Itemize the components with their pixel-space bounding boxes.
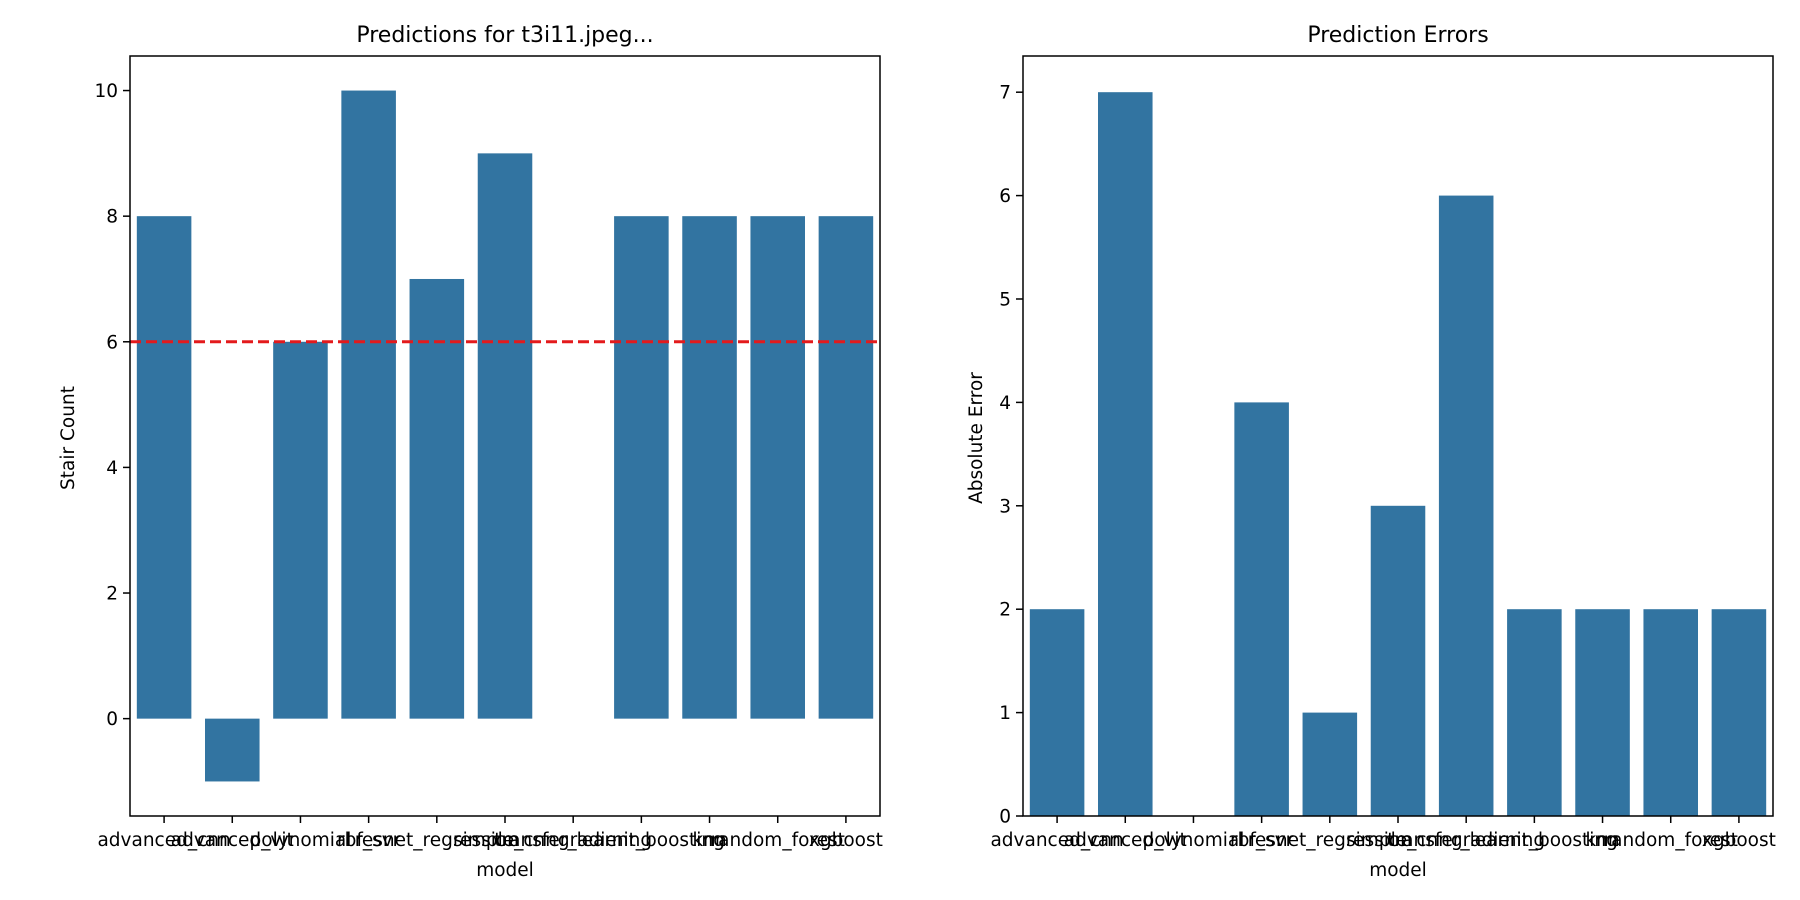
- predictions-plot-frame: [129, 55, 881, 817]
- errors-x-tick-label: xgboost: [1702, 830, 1776, 851]
- predictions-bar-gradient_boosting: [614, 216, 669, 719]
- errors-chart-title: Prediction Errors: [1307, 23, 1488, 48]
- predictions-y-tick-label: 8: [106, 207, 118, 228]
- errors-y-tick-label: 0: [999, 807, 1011, 828]
- errors-y-tick-label: 4: [999, 393, 1011, 414]
- errors-bar-advanced_vit: [1098, 92, 1153, 816]
- errors-x-tick-label: simple_cnn: [1346, 830, 1450, 851]
- predictions-x-tick-label: transfer_learning: [494, 830, 652, 851]
- predictions-y-tick-label: 4: [106, 458, 118, 479]
- predictions-bar-simple_cnn: [477, 153, 533, 719]
- errors-bar-random_forest: [1643, 609, 1698, 816]
- predictions-x-tick-label: gradient_boosting: [558, 830, 725, 851]
- predictions-y-tick-label: 0: [106, 709, 118, 730]
- errors-x-tick-label: rbf_svr: [1230, 830, 1294, 851]
- errors-y-tick-label: 3: [999, 496, 1011, 517]
- predictions-bar-random_forest: [750, 216, 805, 719]
- predictions-bar-xgboost: [818, 216, 874, 719]
- errors-x-tick-label: random_forest: [1604, 830, 1738, 851]
- errors-plot-frame: [1022, 55, 1774, 817]
- predictions-y-tick-label: 6: [106, 332, 118, 353]
- errors-y-axis-label: Absolute Error: [966, 372, 987, 504]
- errors-bar-rbf_svr: [1234, 402, 1289, 816]
- errors-bar-gradient_boosting: [1507, 609, 1562, 816]
- errors-x-tick-label: resnet_regression: [1248, 830, 1412, 851]
- errors-x-tick-label: advanced_cnn: [990, 830, 1123, 851]
- predictions-x-tick-label: knn: [692, 830, 726, 851]
- errors-x-tick-label: advanced_vit: [1064, 830, 1187, 851]
- predictions-bar-advanced_vit: [205, 718, 260, 782]
- predictions-y-tick-label: 2: [106, 584, 118, 605]
- errors-x-tick-label: transfer_learning: [1387, 830, 1545, 851]
- predictions-bar-knn: [682, 216, 737, 719]
- errors-bar-xgboost: [1711, 609, 1767, 816]
- predictions-x-axis-label: model: [476, 860, 534, 881]
- predictions-bar-polynomial: [273, 341, 328, 719]
- predictions-chart-title: Predictions for t3i11.jpeg...: [356, 23, 653, 48]
- errors-marks: 0 1 2 3 4 5 6 7 advanced_cnnadvanced_vitpolynomi…: [990, 83, 1775, 851]
- predictions-bar-rbf_svr: [341, 90, 396, 719]
- predictions-marks: 0 2 4 6 8 10 advanced_cnnadvanced_vitpolynomia…: [94, 81, 882, 851]
- errors-x-axis-label: model: [1369, 860, 1427, 881]
- predictions-x-tick-label: resnet_regression: [355, 830, 519, 851]
- predictions-x-tick-label: rbf_svr: [337, 830, 401, 851]
- errors-bar-advanced_cnn: [1029, 609, 1085, 816]
- predictions-bar-resnet_regression: [409, 278, 465, 719]
- errors-bar-knn: [1575, 609, 1630, 816]
- errors-x-tick-label: gradient_boosting: [1451, 830, 1618, 851]
- predictions-chart: Predictions for t3i11.jpeg... model Stai…: [58, 23, 883, 881]
- errors-x-tick-label: knn: [1585, 830, 1619, 851]
- predictions-x-tick-label: advanced_vit: [171, 830, 294, 851]
- errors-y-tick-label: 6: [999, 186, 1011, 207]
- predictions-x-tick-label: xgboost: [809, 830, 883, 851]
- errors-bar-resnet_regression: [1302, 712, 1358, 816]
- errors-bar-simple_cnn: [1370, 505, 1426, 816]
- errors-chart: Prediction Errors model Absolute Error 0…: [966, 23, 1776, 881]
- predictions-x-tick-label: random_forest: [711, 830, 845, 851]
- errors-y-tick-label: 1: [999, 703, 1011, 724]
- errors-bar-transfer_learning: [1438, 195, 1494, 817]
- predictions-y-axis-label: Stair Count: [58, 386, 79, 490]
- errors-y-tick-label: 5: [999, 289, 1011, 310]
- errors-y-tick-label: 2: [999, 600, 1011, 621]
- predictions-bar-advanced_cnn: [136, 216, 192, 719]
- errors-y-tick-label: 7: [999, 83, 1011, 104]
- predictions-x-tick-label: polynomial: [250, 830, 352, 851]
- predictions-x-tick-label: simple_cnn: [453, 830, 557, 851]
- errors-x-tick-label: polynomial: [1143, 830, 1245, 851]
- predictions-x-tick-label: advanced_cnn: [97, 830, 230, 851]
- predictions-y-tick-label: 10: [94, 81, 118, 102]
